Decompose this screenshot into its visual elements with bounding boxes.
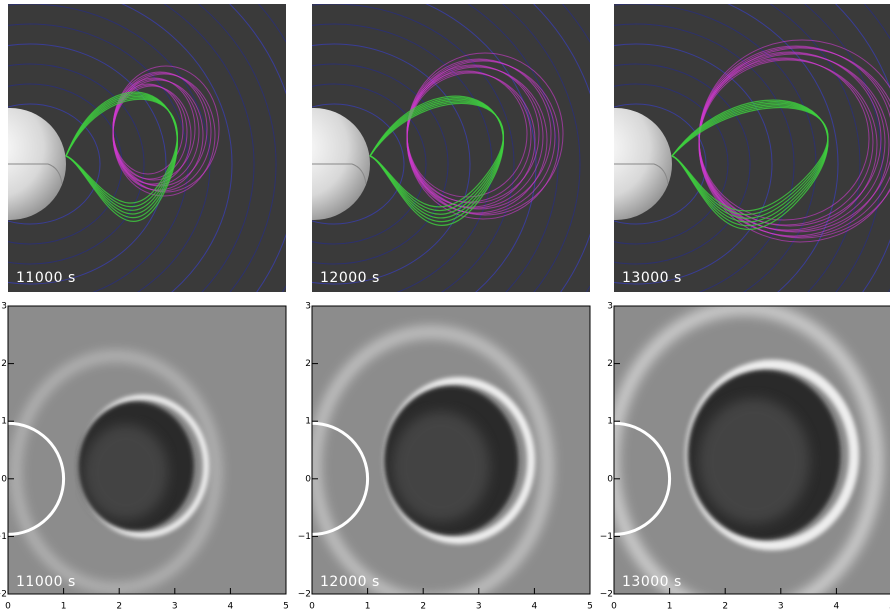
y-tick-label: 1 [1, 417, 7, 427]
y-tick-label: 2 [305, 359, 311, 369]
y-tick-label: 3 [1, 302, 7, 312]
time-label: 11000 s [16, 270, 76, 286]
y-tick-label: −1 [0, 532, 7, 542]
y-tick-label: 3 [305, 302, 311, 312]
x-tick-label: 2 [116, 602, 122, 612]
y-tick-label: −1 [298, 532, 311, 542]
coronagraph-panel: 13000 s [612, 306, 890, 614]
cavity-core [699, 398, 810, 523]
x-tick-label: 3 [172, 602, 178, 612]
x-tick-label: 2 [420, 602, 426, 612]
y-tick-label: 3 [607, 302, 613, 312]
figure: 11000 s 12000 s 13000 s 11000 s 0 1 2 3 4 5 −2 −1 0 1… [0, 0, 890, 616]
time-label: 11000 s [16, 574, 76, 590]
y-tick-label: 2 [1, 359, 7, 369]
x-tick-label: 5 [587, 602, 593, 612]
x-tick-label: 5 [283, 602, 289, 612]
x-tick-label: 4 [532, 602, 538, 612]
x-tick-label: 1 [61, 602, 67, 612]
x-tick-label: 1 [365, 602, 371, 612]
y-tick-label: −2 [298, 590, 311, 600]
x-tick-label: 1 [667, 602, 673, 612]
cavity-core [392, 412, 490, 522]
y-tick-label: 0 [1, 474, 7, 484]
page: {"top_panels": [{"time_label": "11000 s"… [0, 0, 890, 616]
x-tick-label: 4 [834, 602, 840, 612]
x-tick-label: 3 [476, 602, 482, 612]
y-tick-label: 1 [607, 417, 613, 427]
x-tick-label: 3 [778, 602, 784, 612]
y-tick-label: 0 [607, 474, 613, 484]
x-tick-label: 0 [611, 602, 617, 612]
time-label: 12000 s [320, 574, 380, 590]
cavity-core [84, 425, 169, 520]
x-tick-label: 4 [228, 602, 234, 612]
y-tick-label: −2 [0, 590, 7, 600]
y-tick-label: 2 [607, 359, 613, 369]
coronagraph-panel: 11000 s [8, 306, 286, 594]
y-tick-label: 1 [305, 417, 311, 427]
time-label: 13000 s [622, 270, 682, 286]
x-tick-label: 2 [722, 602, 728, 612]
y-tick-label: 0 [305, 474, 311, 484]
coronagraph-panel: 12000 s [312, 306, 590, 601]
x-tick-label: 0 [309, 602, 315, 612]
x-tick-label: 0 [5, 602, 11, 612]
time-label: 12000 s [320, 270, 380, 286]
time-label: 13000 s [622, 574, 682, 590]
y-tick-label: −2 [600, 590, 613, 600]
y-tick-label: −1 [600, 532, 613, 542]
